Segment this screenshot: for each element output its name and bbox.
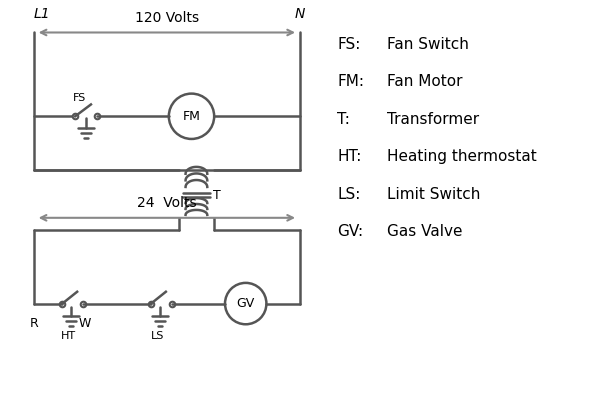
Text: Gas Valve: Gas Valve xyxy=(386,224,462,239)
Text: GV:: GV: xyxy=(337,224,363,239)
Text: 120 Volts: 120 Volts xyxy=(135,11,199,25)
Text: Heating thermostat: Heating thermostat xyxy=(386,149,536,164)
Text: Fan Switch: Fan Switch xyxy=(386,37,468,52)
Text: L1: L1 xyxy=(34,7,50,21)
Text: FM: FM xyxy=(182,110,201,123)
Text: FS:: FS: xyxy=(337,37,360,52)
Text: T: T xyxy=(213,189,221,202)
Text: GV: GV xyxy=(237,297,255,310)
Text: R: R xyxy=(30,317,38,330)
Text: LS:: LS: xyxy=(337,187,360,202)
Text: HT: HT xyxy=(61,331,76,341)
Text: FM:: FM: xyxy=(337,74,365,89)
Text: T:: T: xyxy=(337,112,350,127)
Text: Transformer: Transformer xyxy=(386,112,479,127)
Text: 24  Volts: 24 Volts xyxy=(137,196,196,210)
Text: FS: FS xyxy=(73,94,86,104)
Text: Fan Motor: Fan Motor xyxy=(386,74,462,89)
Text: LS: LS xyxy=(151,331,165,341)
Text: Limit Switch: Limit Switch xyxy=(386,187,480,202)
Text: N: N xyxy=(295,7,305,21)
Text: W: W xyxy=(79,317,91,330)
Text: HT:: HT: xyxy=(337,149,362,164)
